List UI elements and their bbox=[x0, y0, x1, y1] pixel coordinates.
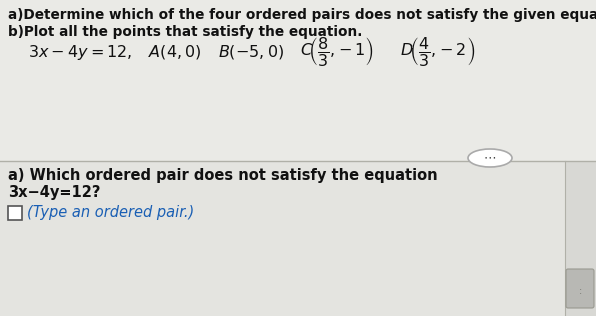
Text: a) Which ordered pair does not satisfy the equation: a) Which ordered pair does not satisfy t… bbox=[8, 168, 437, 183]
Text: (Type an ordered pair.): (Type an ordered pair.) bbox=[27, 205, 194, 221]
Text: $C\!\left(\dfrac{8}{3},\!-1\right)$: $C\!\left(\dfrac{8}{3},\!-1\right)$ bbox=[300, 35, 374, 69]
Bar bbox=[0, 161, 596, 316]
Text: a)Determine which of the four ordered pairs does not satisfy the given equation.: a)Determine which of the four ordered pa… bbox=[8, 8, 596, 22]
Text: $D\!\left(\dfrac{4}{3},\!-2\right)$: $D\!\left(\dfrac{4}{3},\!-2\right)$ bbox=[400, 35, 475, 69]
Bar bbox=[0, 0, 596, 161]
Text: ⋯: ⋯ bbox=[484, 151, 496, 165]
Ellipse shape bbox=[468, 149, 512, 167]
Bar bbox=[565, 161, 596, 316]
Bar bbox=[8, 206, 22, 220]
Text: $B(-5,0)$: $B(-5,0)$ bbox=[218, 43, 284, 61]
Text: 3x−4y=12?: 3x−4y=12? bbox=[8, 185, 101, 200]
Text: $3x-4y=12,$: $3x-4y=12,$ bbox=[28, 42, 132, 62]
Text: :: : bbox=[578, 287, 582, 296]
Text: b)Plot all the points that satisfy the equation.: b)Plot all the points that satisfy the e… bbox=[8, 25, 362, 39]
FancyBboxPatch shape bbox=[566, 269, 594, 308]
Text: $A(4,0)$: $A(4,0)$ bbox=[148, 43, 201, 61]
